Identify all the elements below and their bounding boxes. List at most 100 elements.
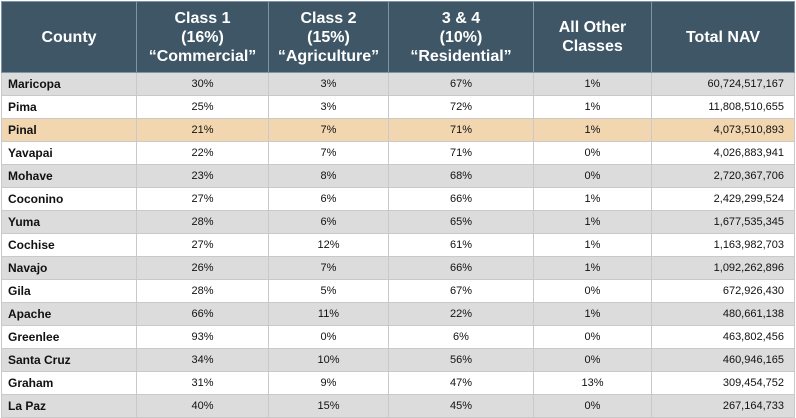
total-nav-cell: 2,429,299,524 — [651, 187, 795, 211]
class2-cell: 8% — [268, 164, 389, 188]
other-classes-cell: 0% — [533, 164, 652, 188]
header-other-line1: All Other — [558, 19, 627, 36]
county-cell: Navajo — [1, 256, 137, 280]
table-row: Mohave 23% 8% 68% 0% 2,720,367,706 — [1, 164, 795, 188]
class34-cell: 47% — [388, 371, 534, 395]
total-nav-cell: 460,946,165 — [651, 348, 795, 372]
header-total-nav: Total NAV — [651, 1, 795, 73]
county-cell: Yuma — [1, 210, 137, 234]
total-nav-cell: 1,677,535,345 — [651, 210, 795, 234]
table-row: Coconino 27% 6% 66% 1% 2,429,299,524 — [1, 187, 795, 211]
other-classes-cell: 0% — [533, 394, 652, 418]
total-nav-cell: 2,720,367,706 — [651, 164, 795, 188]
other-classes-cell: 1% — [533, 95, 652, 119]
class2-cell: 7% — [268, 256, 389, 280]
total-nav-cell: 463,802,456 — [651, 325, 795, 349]
total-nav-cell: 60,724,517,167 — [651, 72, 795, 96]
total-nav-cell: 4,026,883,941 — [651, 141, 795, 165]
class2-cell: 6% — [268, 187, 389, 211]
county-cell: Gila — [1, 279, 137, 303]
class1-cell: 28% — [136, 210, 269, 234]
header-class34: 3 & 4 (10%) “Residential” — [388, 1, 534, 73]
class1-cell: 93% — [136, 325, 269, 349]
class2-cell: 5% — [268, 279, 389, 303]
class2-cell: 12% — [268, 233, 389, 257]
table-row: Gila 28% 5% 67% 0% 672,926,430 — [1, 279, 795, 303]
class2-cell: 3% — [268, 95, 389, 119]
county-cell: Greenlee — [1, 325, 137, 349]
class1-cell: 27% — [136, 233, 269, 257]
header-county: County — [1, 1, 137, 73]
other-classes-cell: 1% — [533, 302, 652, 326]
county-cell: La Paz — [1, 394, 137, 418]
class34-cell: 65% — [388, 210, 534, 234]
table-body: Maricopa 30% 3% 67% 1% 60,724,517,167 Pima 25% 3… — [1, 72, 795, 418]
table-row: Yuma 28% 6% 65% 1% 1,677,535,345 — [1, 210, 795, 234]
other-classes-cell: 0% — [533, 325, 652, 349]
table-row: Apache 66% 11% 22% 1% 480,661,138 — [1, 302, 795, 326]
table-row: Pinal 21% 7% 71% 1% 4,073,510,893 — [1, 118, 795, 142]
other-classes-cell: 1% — [533, 118, 652, 142]
total-nav-cell: 4,073,510,893 — [651, 118, 795, 142]
class34-cell: 22% — [388, 302, 534, 326]
class34-cell: 68% — [388, 164, 534, 188]
header-class2: Class 2 (15%) “Agriculture” — [268, 1, 389, 73]
class34-cell: 71% — [388, 141, 534, 165]
class1-cell: 40% — [136, 394, 269, 418]
table-row: Yavapai 22% 7% 71% 0% 4,026,883,941 — [1, 141, 795, 165]
county-cell: Mohave — [1, 164, 137, 188]
county-cell: Apache — [1, 302, 137, 326]
class1-cell: 27% — [136, 187, 269, 211]
class1-cell: 66% — [136, 302, 269, 326]
other-classes-cell: 13% — [533, 371, 652, 395]
class2-cell: 9% — [268, 371, 389, 395]
class2-cell: 6% — [268, 210, 389, 234]
other-classes-cell: 1% — [533, 233, 652, 257]
table-row: Graham 31% 9% 47% 13% 309,454,752 — [1, 371, 795, 395]
class34-cell: 66% — [388, 256, 534, 280]
header-class1: Class 1 (16%) “Commercial” — [136, 1, 269, 73]
total-nav-cell: 309,454,752 — [651, 371, 795, 395]
total-nav-cell: 672,926,430 — [651, 279, 795, 303]
county-cell: Cochise — [1, 233, 137, 257]
other-classes-cell: 0% — [533, 348, 652, 372]
class2-cell: 7% — [268, 118, 389, 142]
class2-cell: 3% — [268, 72, 389, 96]
total-nav-cell: 1,092,262,896 — [651, 256, 795, 280]
total-nav-cell: 1,163,982,703 — [651, 233, 795, 257]
header-class1-line1: Class 1 — [174, 9, 231, 27]
header-class34-line1: 3 & 4 — [441, 9, 481, 27]
class2-cell: 7% — [268, 141, 389, 165]
other-classes-cell: 0% — [533, 279, 652, 303]
county-cell: Maricopa — [1, 72, 137, 96]
class1-cell: 21% — [136, 118, 269, 142]
other-classes-cell: 1% — [533, 210, 652, 234]
table-row: Cochise 27% 12% 61% 1% 1,163,982,703 — [1, 233, 795, 257]
header-other: All Other Classes — [533, 1, 652, 73]
class34-cell: 71% — [388, 118, 534, 142]
table-row: Santa Cruz 34% 10% 56% 0% 460,946,165 — [1, 348, 795, 372]
class2-cell: 15% — [268, 394, 389, 418]
class1-cell: 25% — [136, 95, 269, 119]
class1-cell: 30% — [136, 72, 269, 96]
county-cell: Yavapai — [1, 141, 137, 165]
class1-cell: 22% — [136, 141, 269, 165]
class2-cell: 0% — [268, 325, 389, 349]
total-nav-cell: 480,661,138 — [651, 302, 795, 326]
class34-cell: 45% — [388, 394, 534, 418]
county-cell: Coconino — [1, 187, 137, 211]
class2-cell: 11% — [268, 302, 389, 326]
class34-cell: 56% — [388, 348, 534, 372]
county-cell: Pinal — [1, 118, 137, 142]
header-class34-line2: (10%) — [439, 28, 483, 46]
other-classes-cell: 1% — [533, 187, 652, 211]
header-class34-line3: “Residential” — [410, 47, 512, 65]
table-header-row: County Class 1 (16%) “Commercial” Class … — [1, 1, 795, 73]
class34-cell: 66% — [388, 187, 534, 211]
other-classes-cell: 1% — [533, 72, 652, 96]
total-nav-cell: 11,808,510,655 — [651, 95, 795, 119]
table-row: Greenlee 93% 0% 6% 0% 463,802,456 — [1, 325, 795, 349]
header-class1-line2: (16%) — [181, 28, 224, 46]
header-class1-line3: “Commercial” — [148, 47, 257, 65]
